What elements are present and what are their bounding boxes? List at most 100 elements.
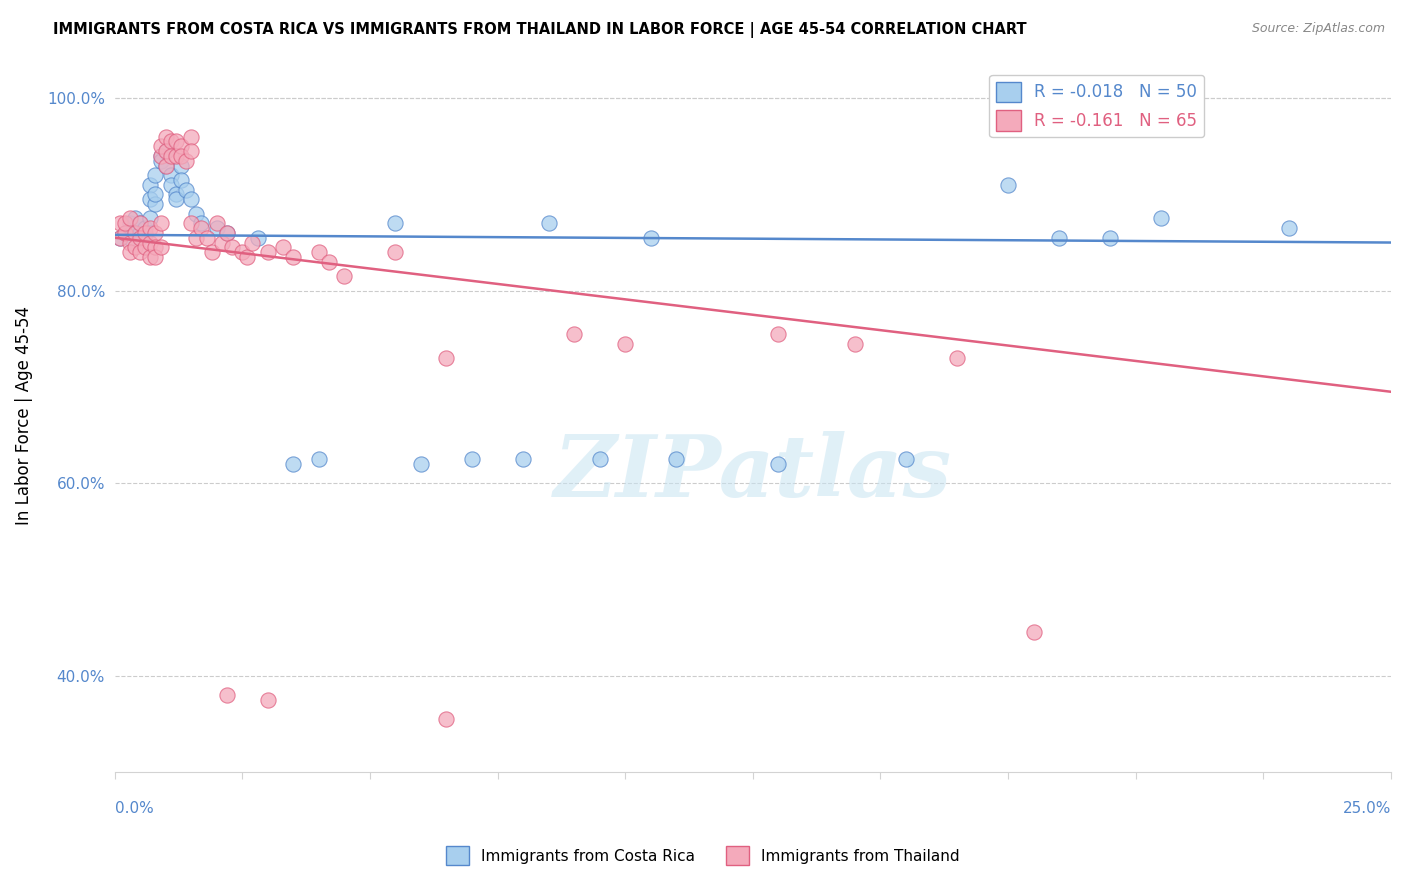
Point — [129, 245, 152, 260]
Point — [318, 254, 340, 268]
Point — [537, 216, 560, 230]
Point — [149, 216, 172, 230]
Point — [139, 235, 162, 250]
Point — [180, 144, 202, 158]
Point — [1047, 231, 1070, 245]
Point — [215, 226, 238, 240]
Point — [124, 240, 146, 254]
Point — [108, 216, 131, 230]
Point — [205, 216, 228, 230]
Point — [145, 226, 167, 240]
Point — [768, 326, 790, 341]
Point — [165, 192, 187, 206]
Point — [114, 226, 136, 240]
Point — [124, 226, 146, 240]
Legend: R = -0.018   N = 50, R = -0.161   N = 65: R = -0.018 N = 50, R = -0.161 N = 65 — [990, 75, 1204, 137]
Point — [221, 240, 243, 254]
Point — [118, 211, 141, 226]
Point — [614, 336, 637, 351]
Point — [436, 351, 458, 365]
Y-axis label: In Labor Force | Age 45-54: In Labor Force | Age 45-54 — [15, 306, 32, 525]
Point — [174, 153, 197, 168]
Point — [170, 149, 193, 163]
Point — [139, 192, 162, 206]
Point — [108, 231, 131, 245]
Point — [118, 216, 141, 230]
Point — [190, 221, 212, 235]
Point — [155, 144, 177, 158]
Point — [512, 452, 534, 467]
Point — [283, 250, 305, 264]
Point — [205, 221, 228, 235]
Point — [145, 250, 167, 264]
Point — [215, 226, 238, 240]
Point — [145, 187, 167, 202]
Point — [170, 159, 193, 173]
Point — [129, 226, 152, 240]
Point — [149, 149, 172, 163]
Point — [114, 216, 136, 230]
Point — [124, 226, 146, 240]
Point — [256, 693, 278, 707]
Point — [1022, 625, 1045, 640]
Point — [134, 227, 156, 242]
Point — [665, 452, 688, 467]
Point — [155, 159, 177, 173]
Point — [124, 211, 146, 226]
Point — [308, 452, 330, 467]
Point — [409, 457, 432, 471]
Point — [139, 211, 162, 226]
Point — [118, 231, 141, 245]
Point — [180, 192, 202, 206]
Point — [118, 235, 141, 250]
Point — [562, 326, 585, 341]
Text: 0.0%: 0.0% — [115, 801, 153, 815]
Point — [384, 245, 406, 260]
Point — [139, 250, 162, 264]
Point — [242, 235, 264, 250]
Point — [139, 221, 162, 235]
Point — [170, 139, 193, 153]
Point — [129, 231, 152, 245]
Point — [149, 149, 172, 163]
Point — [640, 231, 662, 245]
Text: ZIPatlas: ZIPatlas — [554, 431, 952, 515]
Text: Source: ZipAtlas.com: Source: ZipAtlas.com — [1251, 22, 1385, 36]
Point — [186, 231, 208, 245]
Point — [165, 135, 187, 149]
Text: 25.0%: 25.0% — [1343, 801, 1391, 815]
Point — [333, 269, 356, 284]
Point — [946, 351, 969, 365]
Point — [114, 226, 136, 240]
Point — [180, 129, 202, 144]
Point — [201, 245, 224, 260]
Point — [134, 221, 156, 235]
Point — [129, 216, 152, 230]
Point — [159, 168, 181, 182]
Point — [256, 245, 278, 260]
Point — [174, 183, 197, 197]
Point — [186, 207, 208, 221]
Point — [149, 153, 172, 168]
Point — [159, 178, 181, 192]
Point — [149, 240, 172, 254]
Point — [190, 216, 212, 230]
Point — [134, 226, 156, 240]
Point — [1150, 211, 1173, 226]
Point — [1099, 231, 1122, 245]
Point — [145, 168, 167, 182]
Point — [159, 135, 181, 149]
Point — [844, 336, 866, 351]
Point — [588, 452, 610, 467]
Point — [283, 457, 305, 471]
Point — [180, 216, 202, 230]
Point — [211, 235, 233, 250]
Point — [461, 452, 484, 467]
Point — [308, 245, 330, 260]
Point — [997, 178, 1019, 192]
Point — [129, 216, 152, 230]
Point — [134, 240, 156, 254]
Point — [145, 240, 167, 254]
Point — [894, 452, 917, 467]
Point — [236, 250, 259, 264]
